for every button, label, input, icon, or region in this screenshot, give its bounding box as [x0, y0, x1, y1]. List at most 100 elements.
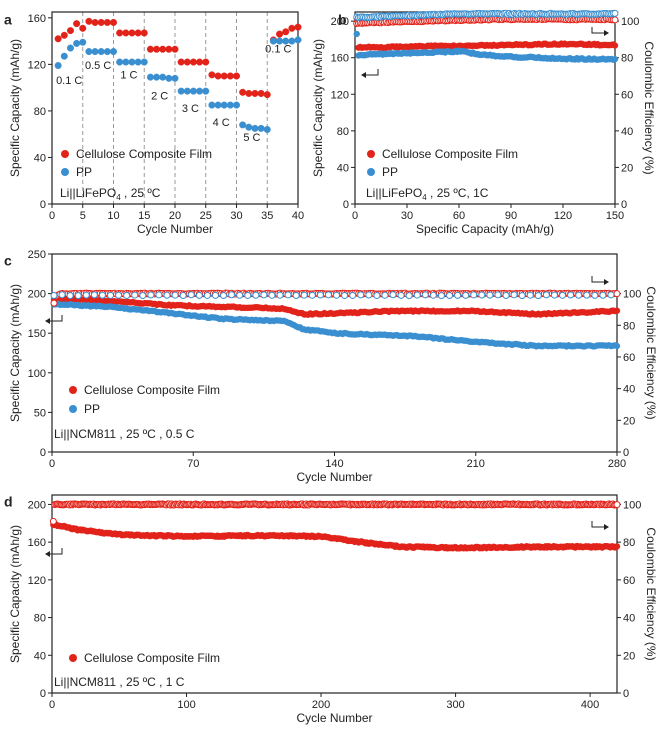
data-point — [165, 74, 173, 82]
condition-text: Li||NCM811 , 25 ºC , 0.5 C — [54, 427, 195, 441]
data-point — [611, 16, 619, 24]
data-point — [232, 101, 240, 109]
legend-label: Cellulose Composite Film — [76, 147, 212, 161]
y-tick-label: 80 — [34, 613, 46, 625]
data-point — [73, 39, 81, 47]
data-point — [134, 58, 142, 66]
data-point — [153, 73, 161, 81]
data-point — [462, 291, 470, 299]
y2-tick-label: 60 — [623, 352, 635, 364]
data-point — [294, 36, 302, 44]
data-point — [187, 291, 195, 299]
data-point — [171, 291, 179, 299]
axis-arrow-head — [45, 318, 50, 324]
y-axis-title: Specific Capacity (mAh/g) — [8, 284, 22, 422]
data-point — [324, 291, 332, 299]
axis-arrow-line — [591, 521, 604, 528]
y-tick-label: 0 — [343, 199, 349, 211]
data-point — [179, 292, 187, 300]
data-point — [236, 291, 244, 299]
x-tick-label: 400 — [581, 699, 599, 711]
data-point — [82, 291, 90, 299]
data-point — [115, 291, 123, 299]
data-point — [196, 58, 204, 66]
data-point — [54, 35, 62, 43]
data-point — [559, 291, 567, 299]
legend-marker — [69, 654, 77, 662]
y-tick-label: 120 — [28, 575, 46, 587]
rate-label: 2 C — [151, 90, 168, 102]
data-point — [611, 42, 619, 49]
legend-marker — [367, 150, 375, 158]
y2-tick-label: 80 — [621, 53, 633, 65]
data-point — [214, 72, 222, 80]
data-point — [195, 291, 203, 299]
x-axis-title: Cycle Number — [296, 470, 372, 484]
data-point — [159, 73, 167, 81]
data-point — [171, 74, 179, 82]
data-point — [429, 291, 437, 299]
data-point — [510, 291, 518, 299]
data-point — [74, 292, 82, 300]
data-point — [177, 87, 185, 95]
data-point — [613, 501, 621, 509]
y-tick-label: 80 — [34, 106, 46, 118]
axis-arrow-line — [366, 69, 379, 76]
data-point — [134, 29, 142, 37]
data-point — [316, 291, 324, 299]
data-point — [437, 292, 445, 300]
data-point — [353, 30, 360, 38]
data-point — [60, 52, 68, 60]
data-point — [294, 23, 302, 31]
data-point — [85, 48, 93, 56]
x-tick-label: 40 — [292, 210, 304, 222]
x-tick-label: 200 — [312, 699, 330, 711]
data-point — [103, 18, 111, 26]
data-point — [91, 48, 99, 56]
series-pp-ce — [353, 9, 619, 22]
data-point — [446, 292, 454, 300]
data-point — [122, 29, 130, 37]
data-point — [220, 292, 228, 300]
y-tick-label: 160 — [331, 53, 349, 65]
y-tick-label: 80 — [337, 126, 349, 138]
legend-marker — [367, 168, 375, 176]
data-point — [607, 291, 615, 299]
legend-label: Cellulose Composite Film — [84, 383, 220, 397]
data-point — [357, 291, 365, 299]
axis-arrow-head — [45, 551, 50, 557]
y2-axis-title: Coulombic Efficiency (%) — [644, 286, 658, 419]
data-point — [550, 291, 558, 299]
y-tick-label: 100 — [28, 368, 46, 380]
data-point — [226, 72, 234, 80]
y-tick-label: 0 — [40, 688, 46, 700]
y-tick-label: 0 — [40, 199, 46, 211]
data-point — [79, 24, 87, 32]
data-point — [203, 291, 211, 299]
y2-tick-label: 0 — [623, 447, 629, 459]
data-point — [397, 291, 405, 299]
data-point — [91, 18, 99, 26]
data-point — [244, 291, 252, 299]
data-point — [454, 291, 462, 299]
legend-marker — [61, 168, 69, 176]
rate-label: 5 C — [243, 132, 260, 144]
data-point — [276, 291, 284, 299]
data-point — [220, 72, 228, 80]
data-point — [333, 291, 341, 299]
condition-text: Li||LiFePO4 , 25 ºC, 1C — [366, 186, 489, 202]
x-tick-label: 25 — [200, 210, 212, 222]
data-point — [155, 291, 163, 299]
data-point — [239, 88, 247, 96]
data-point — [282, 28, 290, 36]
data-point — [128, 58, 136, 66]
y-tick-label: 200 — [28, 499, 46, 511]
legend-marker — [61, 150, 69, 158]
data-point — [131, 291, 139, 299]
y-axis-title: Specific Capacity (mAh/g) — [8, 525, 22, 663]
data-point — [79, 38, 87, 46]
panel-letter: c — [4, 252, 12, 268]
y-axis-title: Specific Capacity (mAh/g) — [311, 39, 325, 177]
data-point — [239, 121, 247, 129]
